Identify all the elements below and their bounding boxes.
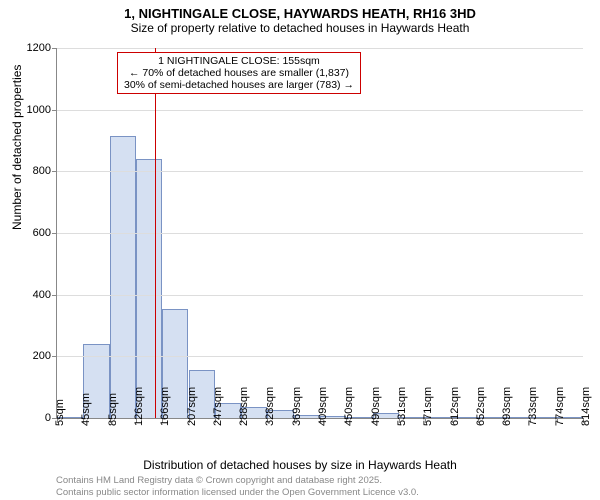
- xtick-label: 693sqm: [501, 387, 513, 426]
- xtick-label: 288sqm: [238, 387, 250, 426]
- chart-subtitle: Size of property relative to detached ho…: [0, 21, 600, 37]
- xtick-label: 814sqm: [580, 387, 592, 426]
- xtick-label: 774sqm: [554, 387, 566, 426]
- x-axis-label: Distribution of detached houses by size …: [0, 458, 600, 472]
- gridline: [57, 295, 583, 296]
- callout-line-3: 30% of semi-detached houses are larger (…: [124, 79, 354, 91]
- marker-line: [155, 48, 156, 418]
- ytick-label: 800: [33, 165, 57, 177]
- xtick-label: 531sqm: [396, 387, 408, 426]
- ytick-label: 400: [33, 289, 57, 301]
- histogram-bar: [136, 159, 162, 418]
- xtick-label: 409sqm: [317, 387, 329, 426]
- callout-line-1: 1 NIGHTINGALE CLOSE: 155sqm: [124, 55, 354, 67]
- callout-line-2: ← 70% of detached houses are smaller (1,…: [124, 67, 354, 79]
- xtick-label: 126sqm: [133, 387, 145, 426]
- xtick-label: 490sqm: [370, 387, 382, 426]
- xtick-label: 85sqm: [107, 393, 119, 426]
- chart-title: 1, NIGHTINGALE CLOSE, HAYWARDS HEATH, RH…: [0, 0, 600, 21]
- xtick-label: 207sqm: [186, 387, 198, 426]
- callout-box: 1 NIGHTINGALE CLOSE: 155sqm ← 70% of det…: [117, 52, 361, 94]
- ytick-label: 1200: [27, 42, 57, 54]
- ytick-label: 1000: [27, 104, 57, 116]
- xtick-label: 45sqm: [80, 393, 92, 426]
- chart-plot-area: 1 NIGHTINGALE CLOSE: 155sqm ← 70% of det…: [56, 48, 583, 419]
- xtick-label: 369sqm: [291, 387, 303, 426]
- footnote: Contains HM Land Registry data © Crown c…: [56, 475, 419, 498]
- xtick-label: 247sqm: [212, 387, 224, 426]
- footnote-line-1: Contains HM Land Registry data © Crown c…: [56, 475, 419, 486]
- xtick-label: 328sqm: [264, 387, 276, 426]
- xtick-label: 733sqm: [527, 387, 539, 426]
- histogram-bar: [110, 136, 136, 418]
- xtick-label: 571sqm: [422, 387, 434, 426]
- gridline: [57, 356, 583, 357]
- xtick-label: 652sqm: [475, 387, 487, 426]
- xtick-label: 612sqm: [449, 387, 461, 426]
- gridline: [57, 171, 583, 172]
- gridline: [57, 48, 583, 49]
- xtick-label: 450sqm: [343, 387, 355, 426]
- gridline: [57, 110, 583, 111]
- xtick-label: 166sqm: [159, 387, 171, 426]
- gridline: [57, 233, 583, 234]
- footnote-line-2: Contains public sector information licen…: [56, 487, 419, 498]
- ytick-label: 600: [33, 227, 57, 239]
- xtick-label: 5sqm: [54, 399, 66, 426]
- y-axis-label: Number of detached properties: [10, 65, 24, 230]
- ytick-label: 200: [33, 350, 57, 362]
